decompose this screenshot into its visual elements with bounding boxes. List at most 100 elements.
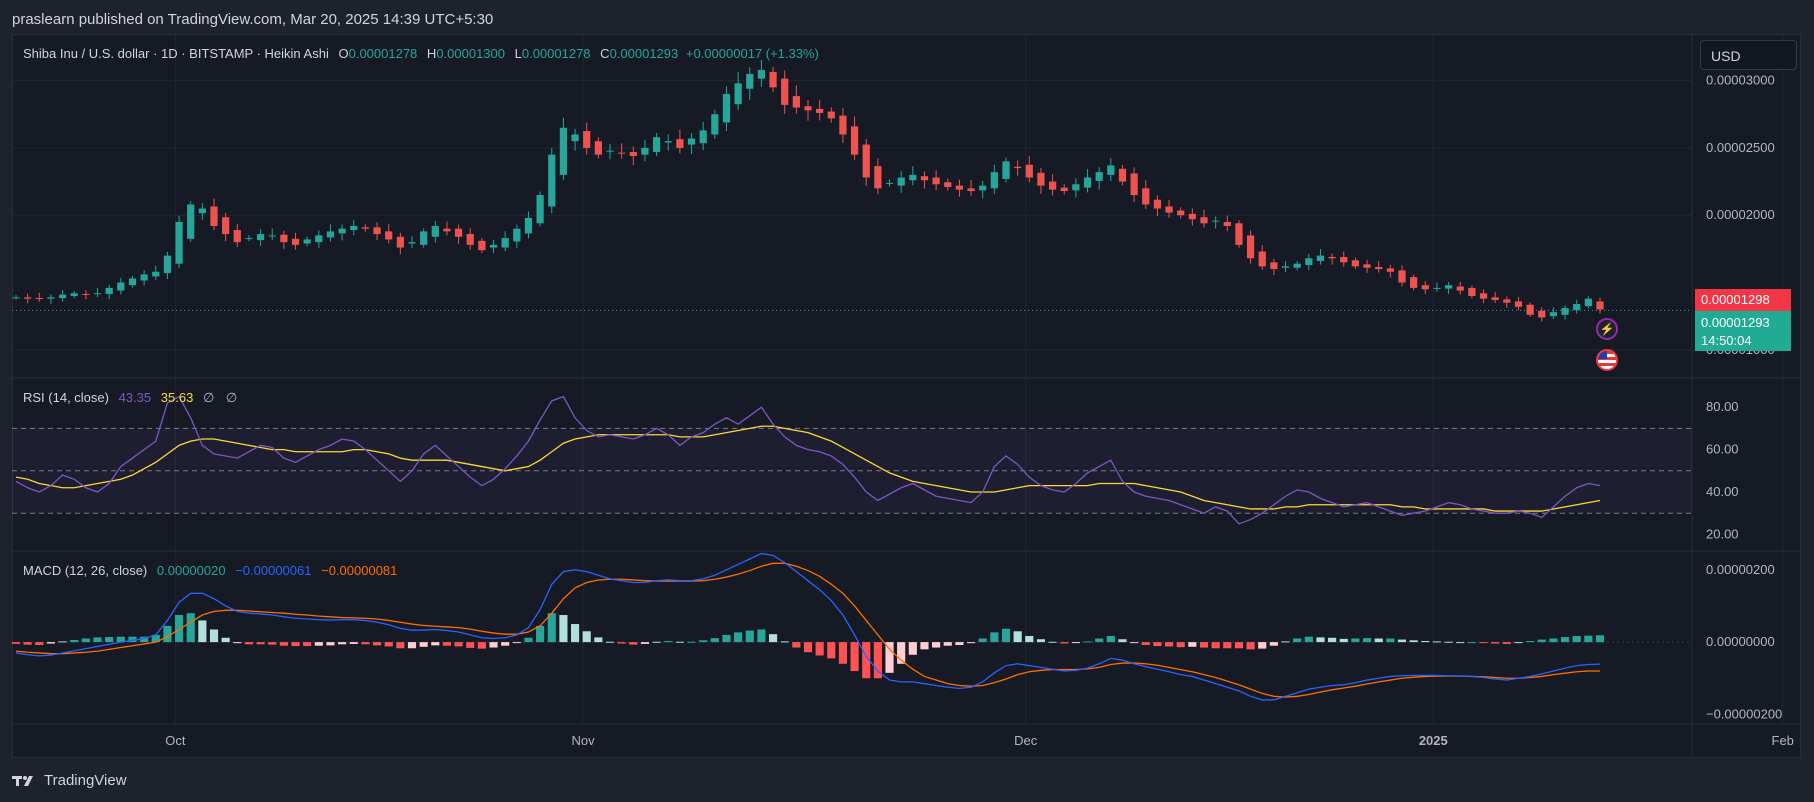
macd-histogram-bar[interactable] [1374,638,1383,643]
candle-body[interactable] [1060,187,1068,192]
candle-body[interactable] [524,217,533,234]
macd-histogram-bar[interactable] [1572,635,1581,643]
candle-body[interactable] [687,138,696,145]
candle-body[interactable] [1363,264,1371,268]
candle-body[interactable] [548,154,556,207]
macd-histogram-bar[interactable] [1339,638,1348,643]
candle-body[interactable] [350,225,358,231]
macd-histogram-bar[interactable] [1060,642,1069,644]
macd-histogram-bar[interactable] [617,642,626,644]
macd-histogram-bar[interactable] [920,642,929,650]
candle-body[interactable] [1316,255,1325,261]
rsi-ma-line[interactable] [15,425,1601,512]
candle-body[interactable] [175,221,183,264]
candle-body[interactable] [955,185,964,190]
macd-histogram-bar[interactable] [1397,639,1407,643]
macd-histogram-bar[interactable] [838,642,848,664]
candle-body[interactable] [850,126,859,155]
macd-histogram-bar[interactable] [1036,639,1046,643]
candle-body[interactable] [408,242,416,244]
macd-histogram-bar[interactable] [279,642,288,646]
currency-button[interactable]: USD [1700,40,1797,70]
candle-body[interactable] [1177,210,1185,216]
macd-histogram-bar[interactable] [256,642,265,645]
candle-body[interactable] [385,231,393,240]
candle-body[interactable] [664,141,672,143]
macd-histogram-bar[interactable] [1095,638,1104,643]
macd-histogram-bar[interactable] [955,642,964,646]
macd-histogram-bar[interactable] [710,638,719,643]
candle-body[interactable] [909,174,917,181]
candle-body[interactable] [1328,256,1336,259]
candle-body[interactable] [1200,217,1208,224]
candle-body[interactable] [222,217,230,235]
macd-histogram-bar[interactable] [221,637,230,643]
candle-body[interactable] [256,234,265,241]
macd-histogram-bar[interactable] [640,642,650,644]
macd-histogram-bar[interactable] [81,638,90,643]
candle-body[interactable] [1188,213,1196,220]
macd-histogram-bar[interactable] [268,642,277,645]
macd-histogram-bar[interactable] [163,625,172,643]
macd-histogram-bar[interactable] [1199,642,1209,648]
macd-histogram-bar[interactable] [757,629,766,643]
macd-histogram-bar[interactable] [885,642,894,673]
macd-histogram-bar[interactable] [186,613,195,643]
macd-histogram-bar[interactable] [594,637,603,643]
macd-histogram-bar[interactable] [1514,642,1523,644]
candle-body[interactable] [1118,168,1127,182]
candle-body[interactable] [990,172,998,189]
candle-body[interactable] [711,114,719,135]
macd-histogram-bar[interactable] [1502,642,1511,644]
macd-histogram-bar[interactable] [664,641,673,643]
macd-histogram-bar[interactable] [1293,638,1302,643]
candle-body[interactable] [128,278,137,286]
macd-histogram-bar[interactable] [1386,638,1395,643]
macd-histogram-bar[interactable] [140,636,149,643]
macd-histogram-bar[interactable] [1304,636,1313,643]
candle-body[interactable] [1549,312,1558,317]
candle-body[interactable] [489,244,498,248]
macd-histogram-bar[interactable] [58,641,67,643]
macd-histogram-bar[interactable] [990,632,999,643]
macd-histogram-bar[interactable] [1211,642,1220,649]
candle-body[interactable] [268,235,276,237]
candle-body[interactable] [280,234,288,243]
candle-body[interactable] [1456,286,1464,291]
macd-histogram-bar[interactable] [1560,637,1570,643]
macd-histogram-bar[interactable] [209,629,219,643]
macd-histogram-bar[interactable] [1013,631,1022,643]
candle-body[interactable] [1444,285,1453,289]
macd-histogram-bar[interactable] [442,642,452,646]
macd-signal-line[interactable] [15,562,1600,698]
candle-body[interactable] [862,144,870,178]
candle-body[interactable] [210,206,218,226]
candle-body[interactable] [1514,301,1523,307]
candle-body[interactable] [816,108,824,113]
macd-histogram-bar[interactable] [652,641,661,643]
macd-histogram-bar[interactable] [1537,639,1546,643]
candle-body[interactable] [1375,267,1383,270]
macd-histogram-bar[interactable] [512,642,521,644]
candle-body[interactable] [1107,165,1115,175]
macd-histogram-bar[interactable] [687,641,696,643]
macd-histogram-bar[interactable] [745,630,754,643]
macd-histogram-bar[interactable] [1351,638,1360,643]
candle-body[interactable] [70,293,78,296]
macd-histogram-bar[interactable] [1223,642,1232,649]
macd-histogram-bar[interactable] [489,642,498,648]
candle-body[interactable] [746,73,754,89]
macd-histogram-bar[interactable] [1316,637,1325,643]
macd-histogram-bar[interactable] [1432,641,1442,643]
macd-histogram-bar[interactable] [419,642,428,647]
macd-histogram-bar[interactable] [1188,642,1197,647]
macd-histogram-bar[interactable] [966,642,976,644]
macd-histogram-bar[interactable] [70,639,79,643]
candle-body[interactable] [1014,166,1022,169]
macd-histogram-bar[interactable] [850,642,859,672]
macd-histogram-bar[interactable] [1001,628,1011,643]
macd-histogram-bar[interactable] [1467,642,1476,644]
macd-line[interactable] [15,552,1601,701]
candle-body[interactable] [676,139,684,148]
macd-histogram-bar[interactable] [570,624,580,643]
